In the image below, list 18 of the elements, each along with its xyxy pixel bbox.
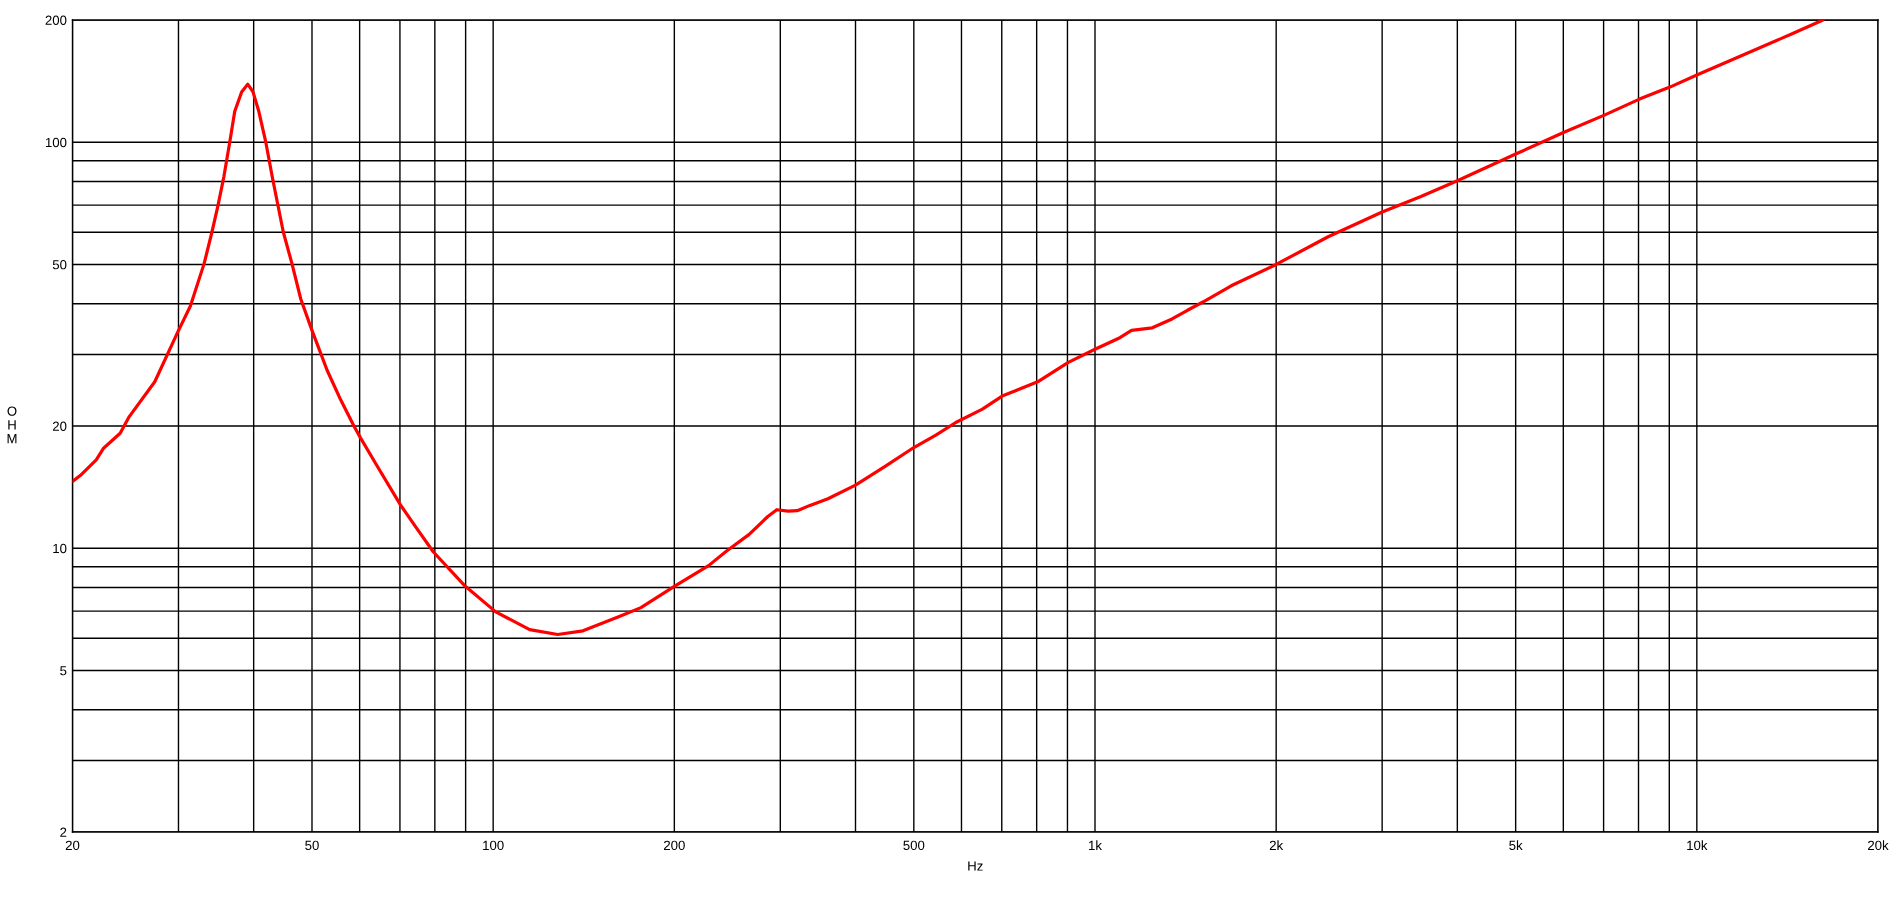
x-tick-label: 1k	[1089, 840, 1102, 850]
x-tick-label: 2k	[1269, 840, 1284, 850]
y-tick-label: 5	[60, 666, 67, 676]
x-tick-label: 5k	[1509, 840, 1523, 851]
x-tick-label: 100	[483, 840, 504, 851]
y-axis-title: OHM	[7, 406, 17, 444]
x-tick-label: 20k	[1868, 840, 1889, 851]
y-tick-label: 100	[45, 137, 67, 148]
x-tick-label: 500	[903, 840, 925, 851]
x-tick-label: 200	[663, 840, 685, 851]
y-tick-label: 200	[45, 15, 67, 25]
y-tick-label: 20	[52, 421, 67, 431]
x-tick-label: 50	[305, 840, 319, 851]
y-tick-label: 2	[60, 827, 67, 837]
x-axis-title: Hz	[968, 861, 983, 871]
y-tick-label: 50	[52, 260, 67, 270]
y-tick-label: 10	[53, 543, 67, 554]
x-tick-label: 10k	[1687, 840, 1708, 851]
